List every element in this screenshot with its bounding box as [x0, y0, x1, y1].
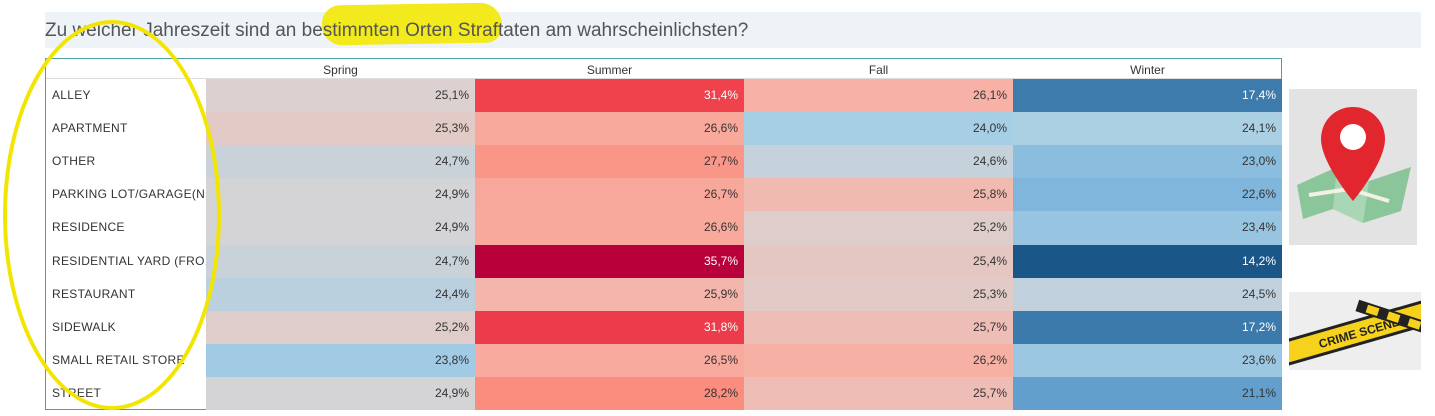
heatmap-cell[interactable]: 14,2% [1013, 244, 1282, 279]
row-label: APARTMENT [52, 121, 128, 136]
heatmap-cell[interactable]: 25,2% [206, 310, 475, 345]
heatmap-cell[interactable]: 25,7% [744, 310, 1013, 345]
heatmap-cell[interactable]: 24,1% [1013, 112, 1282, 146]
heatmap-cell[interactable]: 26,7% [475, 178, 744, 212]
column-header-winter: Winter [1130, 63, 1165, 77]
heatmap-cell[interactable]: 26,6% [475, 112, 744, 146]
heatmap-cell[interactable]: 22,6% [1013, 178, 1282, 212]
row-label: OTHER [52, 154, 96, 169]
heatmap-cell[interactable]: 17,4% [1013, 79, 1282, 113]
column-header-summer: Summer [586, 63, 633, 77]
heatmap-cell[interactable]: 17,2% [1013, 310, 1282, 345]
title-part-before: Zu welcher Jahreszeit sind an [45, 20, 302, 41]
row-label: ALLEY [52, 88, 91, 102]
heatmap-cell[interactable]: 25,3% [744, 277, 1013, 312]
title-part-after: Straftaten am wahrscheinlichsten? [452, 20, 749, 41]
heatmap-cell[interactable]: 25,8% [744, 178, 1013, 212]
crime-scene-tape-image: CRIME SCENE [1289, 292, 1421, 370]
row-label: PARKING LOT/GARAGE(N.. [52, 187, 213, 202]
heatmap-cell[interactable]: 23,6% [1013, 343, 1282, 378]
heatmap-cell[interactable]: 27,7% [475, 145, 744, 179]
heatmap-cell[interactable]: 24,4% [206, 277, 475, 312]
column-header-fall: Fall [868, 63, 889, 77]
heatmap-cell[interactable]: 25,7% [744, 376, 1013, 411]
heatmap-cell[interactable]: 26,2% [744, 343, 1013, 378]
heatmap-cell[interactable]: 24,6% [744, 145, 1013, 179]
heatmap-cell[interactable]: 24,7% [206, 244, 475, 279]
heatmap-cell[interactable]: 21,1% [1013, 376, 1282, 411]
row-label: SMALL RETAIL STORE [52, 352, 185, 367]
heatmap-cell[interactable]: 25,1% [206, 79, 475, 113]
heatmap-cell[interactable]: 26,6% [475, 211, 744, 245]
heatmap-cell[interactable]: 24,9% [206, 376, 475, 411]
title-part-highlight: bestimmten Orten [301, 20, 453, 41]
crime-tape-icon: CRIME SCENE [1289, 294, 1421, 370]
title-bar [45, 12, 1421, 48]
row-label: SIDEWALK [52, 319, 116, 334]
header-divider [46, 78, 1281, 79]
column-header-spring: Spring [323, 63, 358, 77]
heatmap-cell[interactable]: 25,3% [206, 112, 475, 146]
heatmap-cell[interactable]: 25,2% [744, 211, 1013, 245]
heatmap-cell[interactable]: 25,9% [475, 277, 744, 312]
heatmap-cell[interactable]: 26,1% [744, 79, 1013, 113]
heatmap-cell[interactable]: 31,8% [475, 310, 744, 345]
heatmap-cell[interactable]: 28,2% [475, 376, 744, 411]
page-title: Zu welcher Jahreszeit sind an bestimmten… [45, 20, 748, 42]
heatmap-cell[interactable]: 24,5% [1013, 277, 1282, 312]
heatmap-cell[interactable]: 25,4% [744, 244, 1013, 279]
heatmap-cell[interactable]: 24,9% [206, 178, 475, 212]
heatmap-cell[interactable]: 23,4% [1013, 211, 1282, 245]
heatmap-cell[interactable]: 23,0% [1013, 145, 1282, 179]
row-label: RESTAURANT [52, 286, 136, 301]
map-pin-icon [1297, 107, 1411, 223]
heatmap-cell[interactable]: 23,8% [206, 343, 475, 378]
row-label: RESIDENCE [52, 220, 125, 235]
heatmap-cell[interactable]: 35,7% [475, 244, 744, 279]
heatmap-cell[interactable]: 24,7% [206, 145, 475, 179]
row-label: STREET [52, 385, 102, 400]
heatmap-cell[interactable]: 31,4% [475, 79, 744, 113]
row-label: RESIDENTIAL YARD (FRO.. [52, 253, 213, 268]
heatmap-cell[interactable]: 24,0% [744, 112, 1013, 146]
heatmap-cell[interactable]: 26,5% [475, 343, 744, 378]
map-pin-image [1289, 89, 1417, 245]
heatmap-cell[interactable]: 24,9% [206, 211, 475, 245]
